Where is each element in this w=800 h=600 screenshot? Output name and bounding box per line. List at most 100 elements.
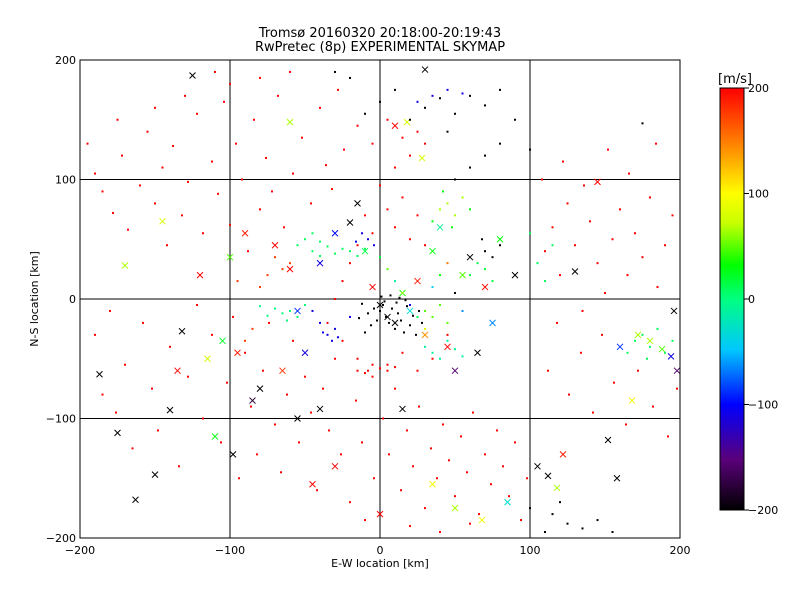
data-point-x bbox=[219, 337, 226, 345]
data-point-dot bbox=[161, 166, 164, 169]
data-point-dot bbox=[380, 295, 383, 298]
data-point-x bbox=[151, 471, 159, 479]
data-point-x bbox=[189, 72, 196, 79]
data-point-dot bbox=[296, 315, 299, 318]
data-point-dot bbox=[409, 525, 411, 528]
data-point-dot bbox=[439, 97, 441, 100]
data-point-dot bbox=[490, 483, 492, 486]
data-point-x bbox=[271, 241, 279, 249]
data-point-dot bbox=[581, 309, 584, 312]
y-tick-label: 0 bbox=[69, 293, 76, 306]
data-point-dot bbox=[326, 245, 329, 248]
data-point-dot bbox=[583, 184, 585, 187]
data-point-dot bbox=[386, 369, 389, 372]
data-point-dot bbox=[229, 82, 231, 85]
data-point-dot bbox=[656, 327, 659, 330]
data-point-dot bbox=[364, 331, 366, 334]
data-point-dot bbox=[178, 465, 180, 468]
data-point-dot bbox=[356, 124, 359, 127]
data-point-dot bbox=[431, 351, 434, 354]
data-point-dot bbox=[424, 507, 426, 510]
data-point-dot bbox=[454, 292, 456, 295]
data-point-dot bbox=[611, 238, 614, 241]
data-point-x bbox=[399, 405, 406, 413]
data-point-dot bbox=[502, 465, 504, 468]
data-point-x bbox=[459, 271, 466, 279]
data-point-dot bbox=[416, 100, 419, 103]
data-point-x bbox=[634, 331, 642, 339]
data-point-dot bbox=[250, 405, 252, 408]
data-point-dot bbox=[469, 166, 471, 169]
data-point-dot bbox=[274, 423, 276, 426]
data-point-dot bbox=[418, 309, 420, 312]
data-point-x bbox=[226, 253, 234, 261]
data-point-x bbox=[604, 436, 612, 444]
data-point-x bbox=[429, 480, 436, 488]
data-point-dot bbox=[676, 387, 678, 390]
data-point-dot bbox=[541, 178, 543, 181]
data-point-x bbox=[96, 370, 103, 378]
data-point-dot bbox=[361, 302, 363, 305]
data-point-x bbox=[369, 283, 376, 291]
data-point-dot bbox=[259, 76, 261, 79]
data-point-dot bbox=[236, 280, 239, 283]
data-point-x bbox=[384, 313, 391, 321]
data-point-x bbox=[673, 367, 680, 375]
data-point-dot bbox=[373, 244, 375, 247]
data-point-dot bbox=[265, 156, 267, 159]
data-point-dot bbox=[304, 238, 306, 241]
data-point-x bbox=[429, 247, 436, 255]
data-point-dot bbox=[446, 202, 449, 205]
data-point-x bbox=[249, 397, 256, 404]
data-point-dot bbox=[271, 190, 273, 193]
data-point-dot bbox=[361, 441, 363, 444]
data-point-dot bbox=[424, 327, 426, 330]
data-point-dot bbox=[551, 513, 554, 516]
data-point-x bbox=[294, 415, 301, 422]
data-point-dot bbox=[574, 244, 576, 247]
data-point-dot bbox=[349, 250, 351, 253]
data-point-dot bbox=[358, 317, 360, 320]
data-point-dot bbox=[400, 489, 402, 492]
chart-title-line1: Tromsø 20160320 20:18:00-20:19:43 bbox=[258, 26, 501, 41]
data-point-x bbox=[553, 484, 561, 492]
data-point-dot bbox=[611, 531, 614, 534]
y-axis-label: N-S location [km] bbox=[28, 251, 41, 347]
data-point-dot bbox=[409, 303, 411, 306]
data-point-dot bbox=[430, 447, 432, 450]
data-point-dot bbox=[356, 254, 359, 257]
data-point-dot bbox=[397, 312, 399, 315]
data-point-dot bbox=[301, 136, 303, 139]
data-point-dot bbox=[382, 303, 384, 306]
data-point-dot bbox=[356, 369, 359, 372]
data-point-dot bbox=[544, 250, 546, 253]
data-point-x bbox=[466, 253, 474, 261]
data-point-dot bbox=[416, 130, 419, 133]
data-point-dot bbox=[596, 519, 599, 522]
data-point-dot bbox=[431, 220, 434, 223]
data-point-x bbox=[544, 472, 552, 480]
data-point-dot bbox=[337, 336, 339, 339]
data-point-x bbox=[361, 247, 369, 255]
data-point-dot bbox=[424, 142, 426, 145]
data-point-x bbox=[667, 353, 675, 360]
data-point-dot bbox=[551, 226, 554, 229]
data-point-dot bbox=[446, 262, 449, 265]
data-point-dot bbox=[322, 331, 324, 334]
data-point-dot bbox=[281, 312, 284, 315]
data-point-dot bbox=[244, 351, 246, 354]
data-point-dot bbox=[386, 268, 389, 271]
data-point-dot bbox=[461, 355, 464, 358]
data-point-dot bbox=[310, 411, 312, 414]
data-point-dot bbox=[154, 106, 156, 109]
data-point-dot bbox=[398, 296, 401, 299]
data-point-dot bbox=[626, 274, 629, 277]
data-point-dot bbox=[341, 247, 344, 250]
data-point-dot bbox=[454, 495, 456, 498]
data-point-dot bbox=[235, 142, 237, 145]
data-point-dot bbox=[371, 142, 374, 145]
colorbar-label: [m/s] bbox=[718, 72, 752, 87]
data-point-dot bbox=[376, 319, 378, 322]
data-point-dot bbox=[652, 405, 654, 408]
data-point-dot bbox=[412, 465, 414, 468]
